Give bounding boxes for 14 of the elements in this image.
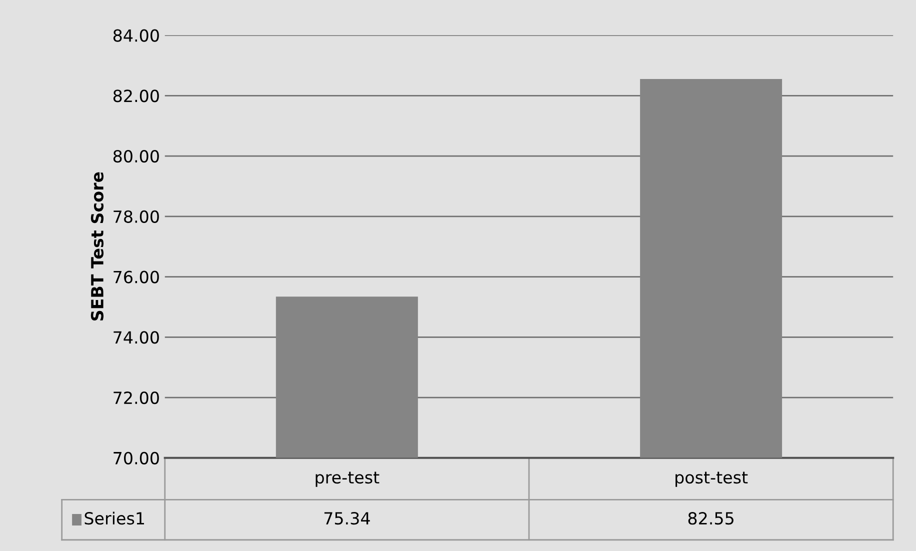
y-tick-label: 70.00	[114, 452, 159, 464]
y-axis-title: SEBT Test Score	[90, 172, 104, 321]
y-tick-label: 84.00	[113, 29, 159, 42]
y-tick-label: 80.00	[113, 150, 159, 163]
y-tick-label: 74.00	[114, 331, 159, 344]
legend-label: Series1	[84, 512, 144, 525]
y-tick-label: 76.00	[114, 270, 159, 284]
y-tick-label: 72.00	[114, 391, 159, 404]
data-label: 82.55	[688, 512, 734, 525]
data-label: 75.34	[324, 512, 370, 525]
x-tick-label: pre-test	[316, 472, 380, 487]
y-tick-label: 82.00	[113, 90, 159, 102]
x-tick-label: post-test	[676, 472, 748, 487]
y-tick-label: 78.00	[114, 210, 159, 223]
